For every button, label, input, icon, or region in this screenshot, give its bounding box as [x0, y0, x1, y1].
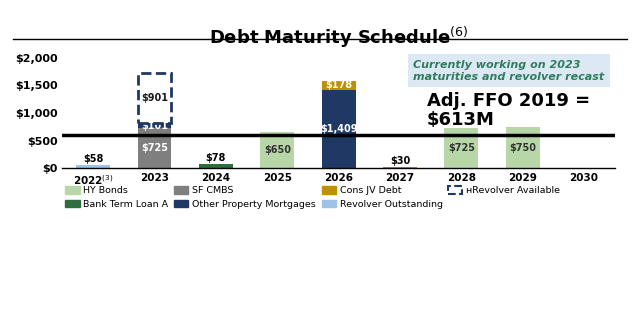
- Text: Currently working on 2023
maturities and revolver recast: Currently working on 2023 maturities and…: [413, 60, 604, 81]
- Bar: [383, 167, 417, 168]
- Bar: [445, 128, 478, 168]
- Bar: [322, 80, 355, 91]
- Text: $101: $101: [141, 121, 168, 130]
- Text: $901: $901: [141, 93, 168, 103]
- Text: Adj. FFO 2019 =
$613M: Adj. FFO 2019 = $613M: [427, 92, 590, 129]
- Bar: [260, 132, 294, 168]
- Text: $1,409: $1,409: [320, 125, 357, 134]
- Legend: HY Bonds, Bank Term Loan A, SF CMBS, Other Property Mortgages, Cons JV Debt, Rev: HY Bonds, Bank Term Loan A, SF CMBS, Oth…: [61, 182, 564, 213]
- Text: $725: $725: [141, 143, 168, 153]
- Text: $58: $58: [83, 154, 103, 164]
- Bar: [138, 123, 172, 128]
- Bar: [506, 127, 540, 168]
- Bar: [322, 91, 355, 168]
- Bar: [138, 128, 172, 168]
- Text: $650: $650: [264, 146, 291, 155]
- Text: $78: $78: [205, 153, 226, 163]
- Text: $178: $178: [325, 80, 352, 91]
- Text: $750: $750: [509, 143, 536, 153]
- Bar: [138, 73, 172, 123]
- Text: $725: $725: [448, 143, 475, 153]
- Bar: [199, 164, 233, 168]
- Text: $30: $30: [390, 156, 410, 166]
- Bar: [76, 165, 110, 168]
- Title: Debt Maturity Schedule$^{(6)}$: Debt Maturity Schedule$^{(6)}$: [209, 25, 468, 50]
